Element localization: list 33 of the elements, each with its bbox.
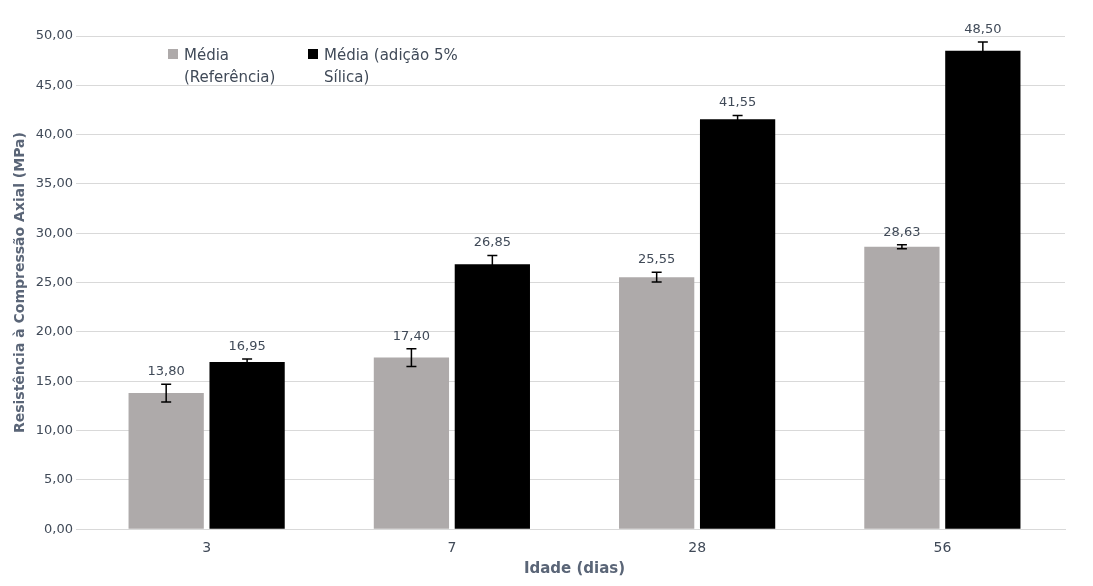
data-label: 16,95	[228, 337, 266, 353]
bar	[864, 246, 940, 529]
y-tick-label: 15,00	[35, 372, 74, 388]
y-tick-label: 30,00	[35, 224, 74, 240]
y-axis-title: Resistência à Compressão Axial (MPa)	[11, 132, 28, 434]
data-label: 48,50	[964, 20, 1002, 36]
data-label: 13,80	[147, 363, 185, 379]
x-tick-label: 28	[688, 539, 707, 556]
data-label: 41,55	[718, 94, 757, 110]
y-tick-label: 50,00	[35, 27, 74, 43]
x-tick-label: 3	[202, 539, 212, 556]
y-tick-label: 25,00	[35, 273, 74, 289]
y-tick-label: 0,00	[44, 520, 74, 536]
bar	[699, 119, 776, 529]
y-tick-label: 10,00	[35, 421, 74, 437]
bar	[128, 393, 204, 529]
x-axis-title: Idade (dias)	[523, 558, 626, 577]
bar	[373, 357, 450, 529]
legend-label: Média (adição 5% Sílica)	[324, 45, 459, 88]
bar	[209, 362, 285, 529]
legend-label: Média (Referência)	[184, 45, 277, 88]
y-tick-label: 5,00	[44, 471, 74, 487]
x-tick-label: 56	[933, 539, 952, 556]
x-tick-label: 7	[447, 539, 457, 556]
y-tick-label: 45,00	[35, 76, 74, 92]
data-label: 25,55	[638, 251, 676, 267]
data-label: 26,85	[473, 234, 511, 250]
data-label: 17,40	[392, 327, 431, 343]
y-tick-label: 20,00	[35, 323, 74, 339]
bar	[619, 277, 695, 529]
y-tick-label: 35,00	[35, 175, 74, 191]
y-tick-label: 40,00	[35, 126, 74, 142]
data-label: 28,63	[883, 223, 921, 239]
